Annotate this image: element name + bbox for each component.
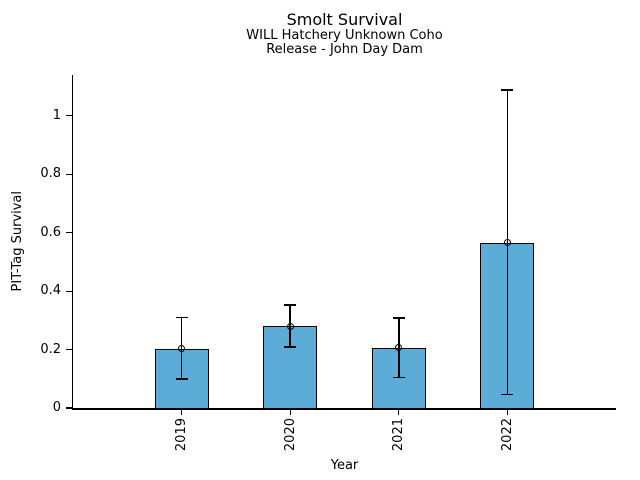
y-axis-label: PIT-Tag Survival: [9, 191, 25, 292]
y-tick: [65, 115, 72, 117]
x-tick: [398, 409, 400, 415]
x-tick: [506, 409, 508, 415]
error-bar-cap-top: [175, 316, 188, 319]
y-tick-label: 0.8: [40, 166, 61, 182]
x-tick-label: 2020: [282, 418, 298, 452]
error-bar-cap-bottom: [284, 346, 297, 348]
y-tick-label: 0.2: [40, 341, 61, 357]
x-tick-label-wrap: 2021: [390, 418, 408, 451]
x-tick-label: 2022: [499, 418, 515, 452]
chart-subtitle-line1: WILL Hatchery Unknown Coho: [246, 28, 443, 43]
error-bar-cap-bottom: [392, 376, 405, 379]
chart-header: Smolt Survival WILL Hatchery Unknown Coh…: [73, 10, 616, 57]
error-bar-cap-bottom: [501, 393, 514, 396]
x-axis-label: Year: [330, 458, 359, 473]
data-point-marker: [395, 344, 403, 352]
y-tick: [65, 232, 72, 234]
error-bar-cap-top: [392, 317, 405, 319]
x-tick-label: 2021: [391, 418, 407, 452]
y-tick-label: 0.4: [40, 283, 61, 299]
chart-subtitle-line2: Release - John Day Dam: [266, 42, 423, 57]
y-tick: [65, 290, 72, 292]
x-tick: [181, 409, 183, 415]
x-tick-label: 2019: [174, 418, 190, 452]
x-tick: [289, 409, 291, 415]
y-tick: [65, 348, 72, 351]
x-tick-label-wrap: 2022: [498, 418, 516, 451]
y-tick: [65, 173, 72, 175]
data-point-marker: [178, 345, 186, 353]
y-tick-label: 1: [52, 107, 61, 123]
y-tick-label: 0.6: [40, 224, 61, 240]
x-axis-spine: [71, 408, 616, 410]
y-axis-label-wrap: PIT-Tag Survival: [8, 75, 26, 408]
y-tick: [65, 407, 72, 409]
data-point-marker: [286, 322, 294, 330]
y-tick-label: 0: [52, 400, 61, 415]
error-bar-cap-top: [501, 89, 514, 91]
x-tick-label-wrap: 2019: [173, 418, 191, 451]
x-tick-label-wrap: 2020: [281, 418, 299, 451]
error-bar-cap-bottom: [175, 378, 188, 380]
chart-title: Smolt Survival: [286, 10, 403, 29]
error-bar-cap-top: [284, 304, 297, 306]
y-axis-spine: [71, 75, 73, 410]
data-point-marker: [503, 239, 511, 247]
